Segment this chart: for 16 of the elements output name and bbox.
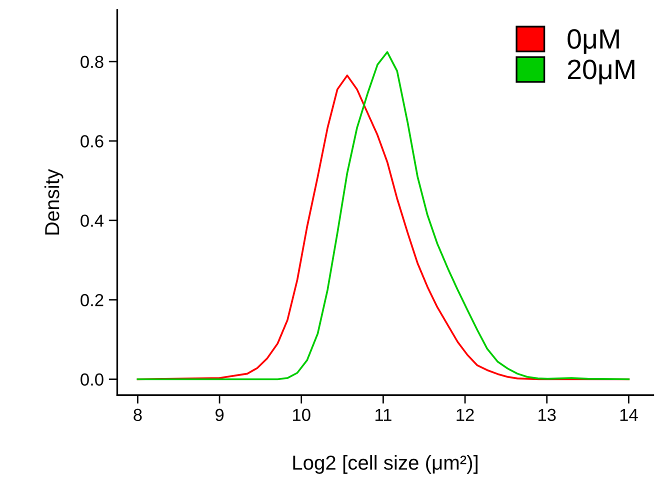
y-tick-label: 0.2 <box>80 294 104 306</box>
x-tick-label: 13 <box>538 408 556 422</box>
y-tick-label: 0.8 <box>80 56 104 68</box>
x-tick-label: 10 <box>293 408 310 422</box>
x-tick-label: 12 <box>456 408 474 421</box>
y-tick-label: 0.4 <box>80 214 104 227</box>
y-tick-label: 0.6 <box>80 135 104 148</box>
x-tick-label: 9 <box>216 408 224 422</box>
x-tick-label: 11 <box>376 408 392 421</box>
legend-label: 0μM <box>568 29 619 54</box>
x-tick-label: 14 <box>620 408 638 421</box>
x-axis-title: Log2 [cell size (μm²)] <box>293 455 478 474</box>
y-axis-title: Density <box>44 168 64 234</box>
y-tick-label: 0.0 <box>80 373 104 386</box>
x-tick-label: 8 <box>134 408 142 422</box>
legend-label: 20μM <box>568 60 634 84</box>
